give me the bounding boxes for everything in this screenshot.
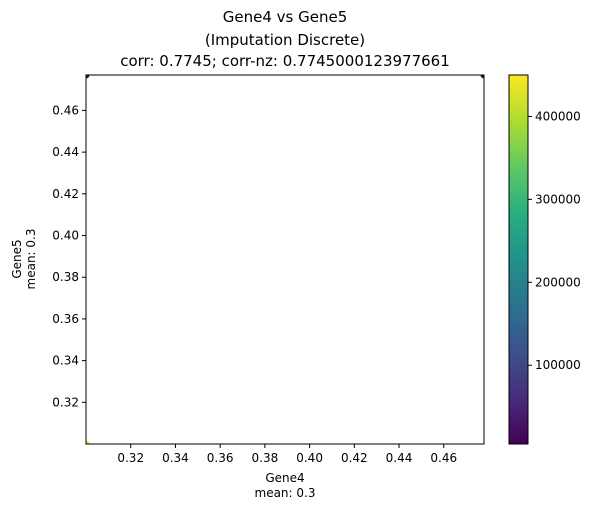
data-point-1 [86,75,90,79]
y-tick-label-4: 0.40 [52,229,79,243]
x-tick-label-3: 0.38 [252,451,279,465]
x-axis-label: Gene4 mean: 0.3 [255,471,316,500]
colorbar-tick-label-2: 300000 [535,192,581,206]
x-axis-label-line-2: mean: 0.3 [255,486,316,500]
colorbar-gradient [508,74,529,445]
colorbar-tick-label-3: 400000 [535,109,581,123]
title-line-2: (Imputation Discrete) [205,31,365,49]
y-tick-label-7: 0.46 [52,103,79,117]
chart-title: Gene4 vs Gene5 (Imputation Discrete) cor… [120,8,450,70]
data-point-2 [480,75,484,79]
y-axis-label: Gene5 mean: 0.3 [10,229,38,290]
y-tick-label-3: 0.38 [52,270,79,284]
y-tick-label-5: 0.42 [52,187,79,201]
x-tick-label-4: 0.40 [296,451,323,465]
x-tick-label-2: 0.36 [207,451,234,465]
x-axis-label-line-1: Gene4 [265,471,304,485]
y-tick-label-0: 0.32 [52,395,79,409]
data-point-0 [86,440,90,444]
y-tick-label-6: 0.44 [52,145,79,159]
y-tick-label-2: 0.36 [52,312,79,326]
y-tick-label-1: 0.34 [52,354,79,368]
colorbar: 100000 200000 300000 400000 [508,74,581,445]
y-axis-ticks: 0.32 0.34 0.36 0.38 0.40 0.42 0.44 0.46 [52,103,86,409]
x-tick-label-0: 0.32 [117,451,144,465]
y-axis-label-line-1: Gene5 [10,239,24,278]
y-axis-label-line-2: mean: 0.3 [24,229,38,290]
title-line-1: Gene4 vs Gene5 [223,8,348,26]
x-tick-label-6: 0.44 [386,451,413,465]
data-points [86,75,484,444]
x-tick-label-7: 0.46 [430,451,457,465]
plot-area [86,75,484,444]
x-tick-label-1: 0.34 [162,451,189,465]
title-line-3: corr: 0.7745; corr-nz: 0.774500012397766… [120,52,450,70]
plot-frame [85,74,485,445]
colorbar-tick-label-0: 100000 [535,358,581,372]
colorbar-tick-label-1: 200000 [535,275,581,289]
x-axis-ticks: 0.32 0.34 0.36 0.38 0.40 0.42 0.44 0.46 [117,444,457,465]
x-tick-label-5: 0.42 [341,451,368,465]
colorbar-ticks: 100000 200000 300000 400000 [528,109,581,372]
